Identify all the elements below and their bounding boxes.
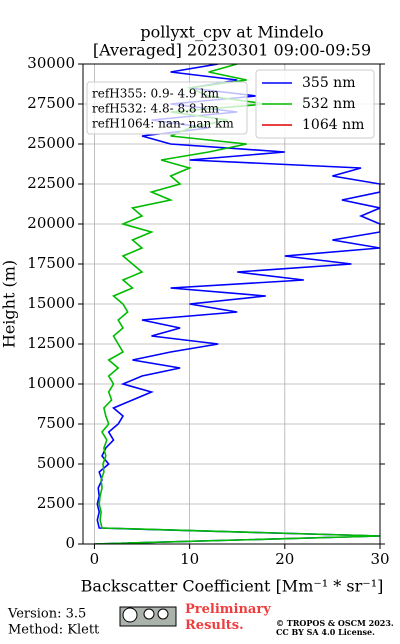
y-tick-label: 15000 [27,294,75,312]
x-axis-label: Backscatter Coefficient [Mm⁻¹ * sr⁻¹] [81,577,384,596]
annotation: refH355: 0.9- 4.9 km [92,87,220,101]
y-tick-label: 10000 [27,374,75,392]
x-tick-label: 30 [370,550,389,568]
version: Version: 3.5 [7,607,86,622]
profile-line [94,64,380,544]
legend-box [255,69,375,139]
method: Method: Klett [8,623,100,638]
legend-label: 532 nm [302,96,355,112]
annotation: refH532: 4.8- 8.8 km [92,102,220,116]
x-tick-label: 20 [275,550,294,568]
y-tick-label: 2500 [37,494,75,512]
license-logo [119,606,177,627]
chart-subtitle: [Averaged] 20230301 09:00-09:59 [93,41,371,60]
annotation: refH1064: nan- nan km [92,117,234,131]
y-tick-label: 20000 [27,214,75,232]
y-tick-label: 25000 [27,134,75,152]
y-axis-label: Height (m) [0,260,19,348]
chart-title: pollyxt_cpv at Mindelo [140,23,323,42]
y-tick-label: 27500 [27,94,75,112]
status-line1: Preliminary Results. [185,602,271,633]
y-tick-label: 22500 [27,174,75,192]
license: CC BY SA 4.0 License. [276,627,375,637]
y-tick-label: 12500 [27,334,75,352]
x-tick-label: 0 [90,550,100,568]
legend-label: 355 nm [302,75,355,91]
copyright: © TROPOS & OSCM 2023. [276,618,394,628]
legend-label: 1064 nm [302,117,364,133]
y-tick-label: 17500 [27,254,75,272]
y-tick-label: 5000 [37,454,75,472]
y-tick-label: 0 [65,534,75,552]
annotation-box [86,81,248,135]
profile-line [94,64,380,544]
x-tick-label: 10 [180,550,199,568]
y-tick-label: 7500 [37,414,75,432]
y-tick-label: 30000 [27,54,75,72]
